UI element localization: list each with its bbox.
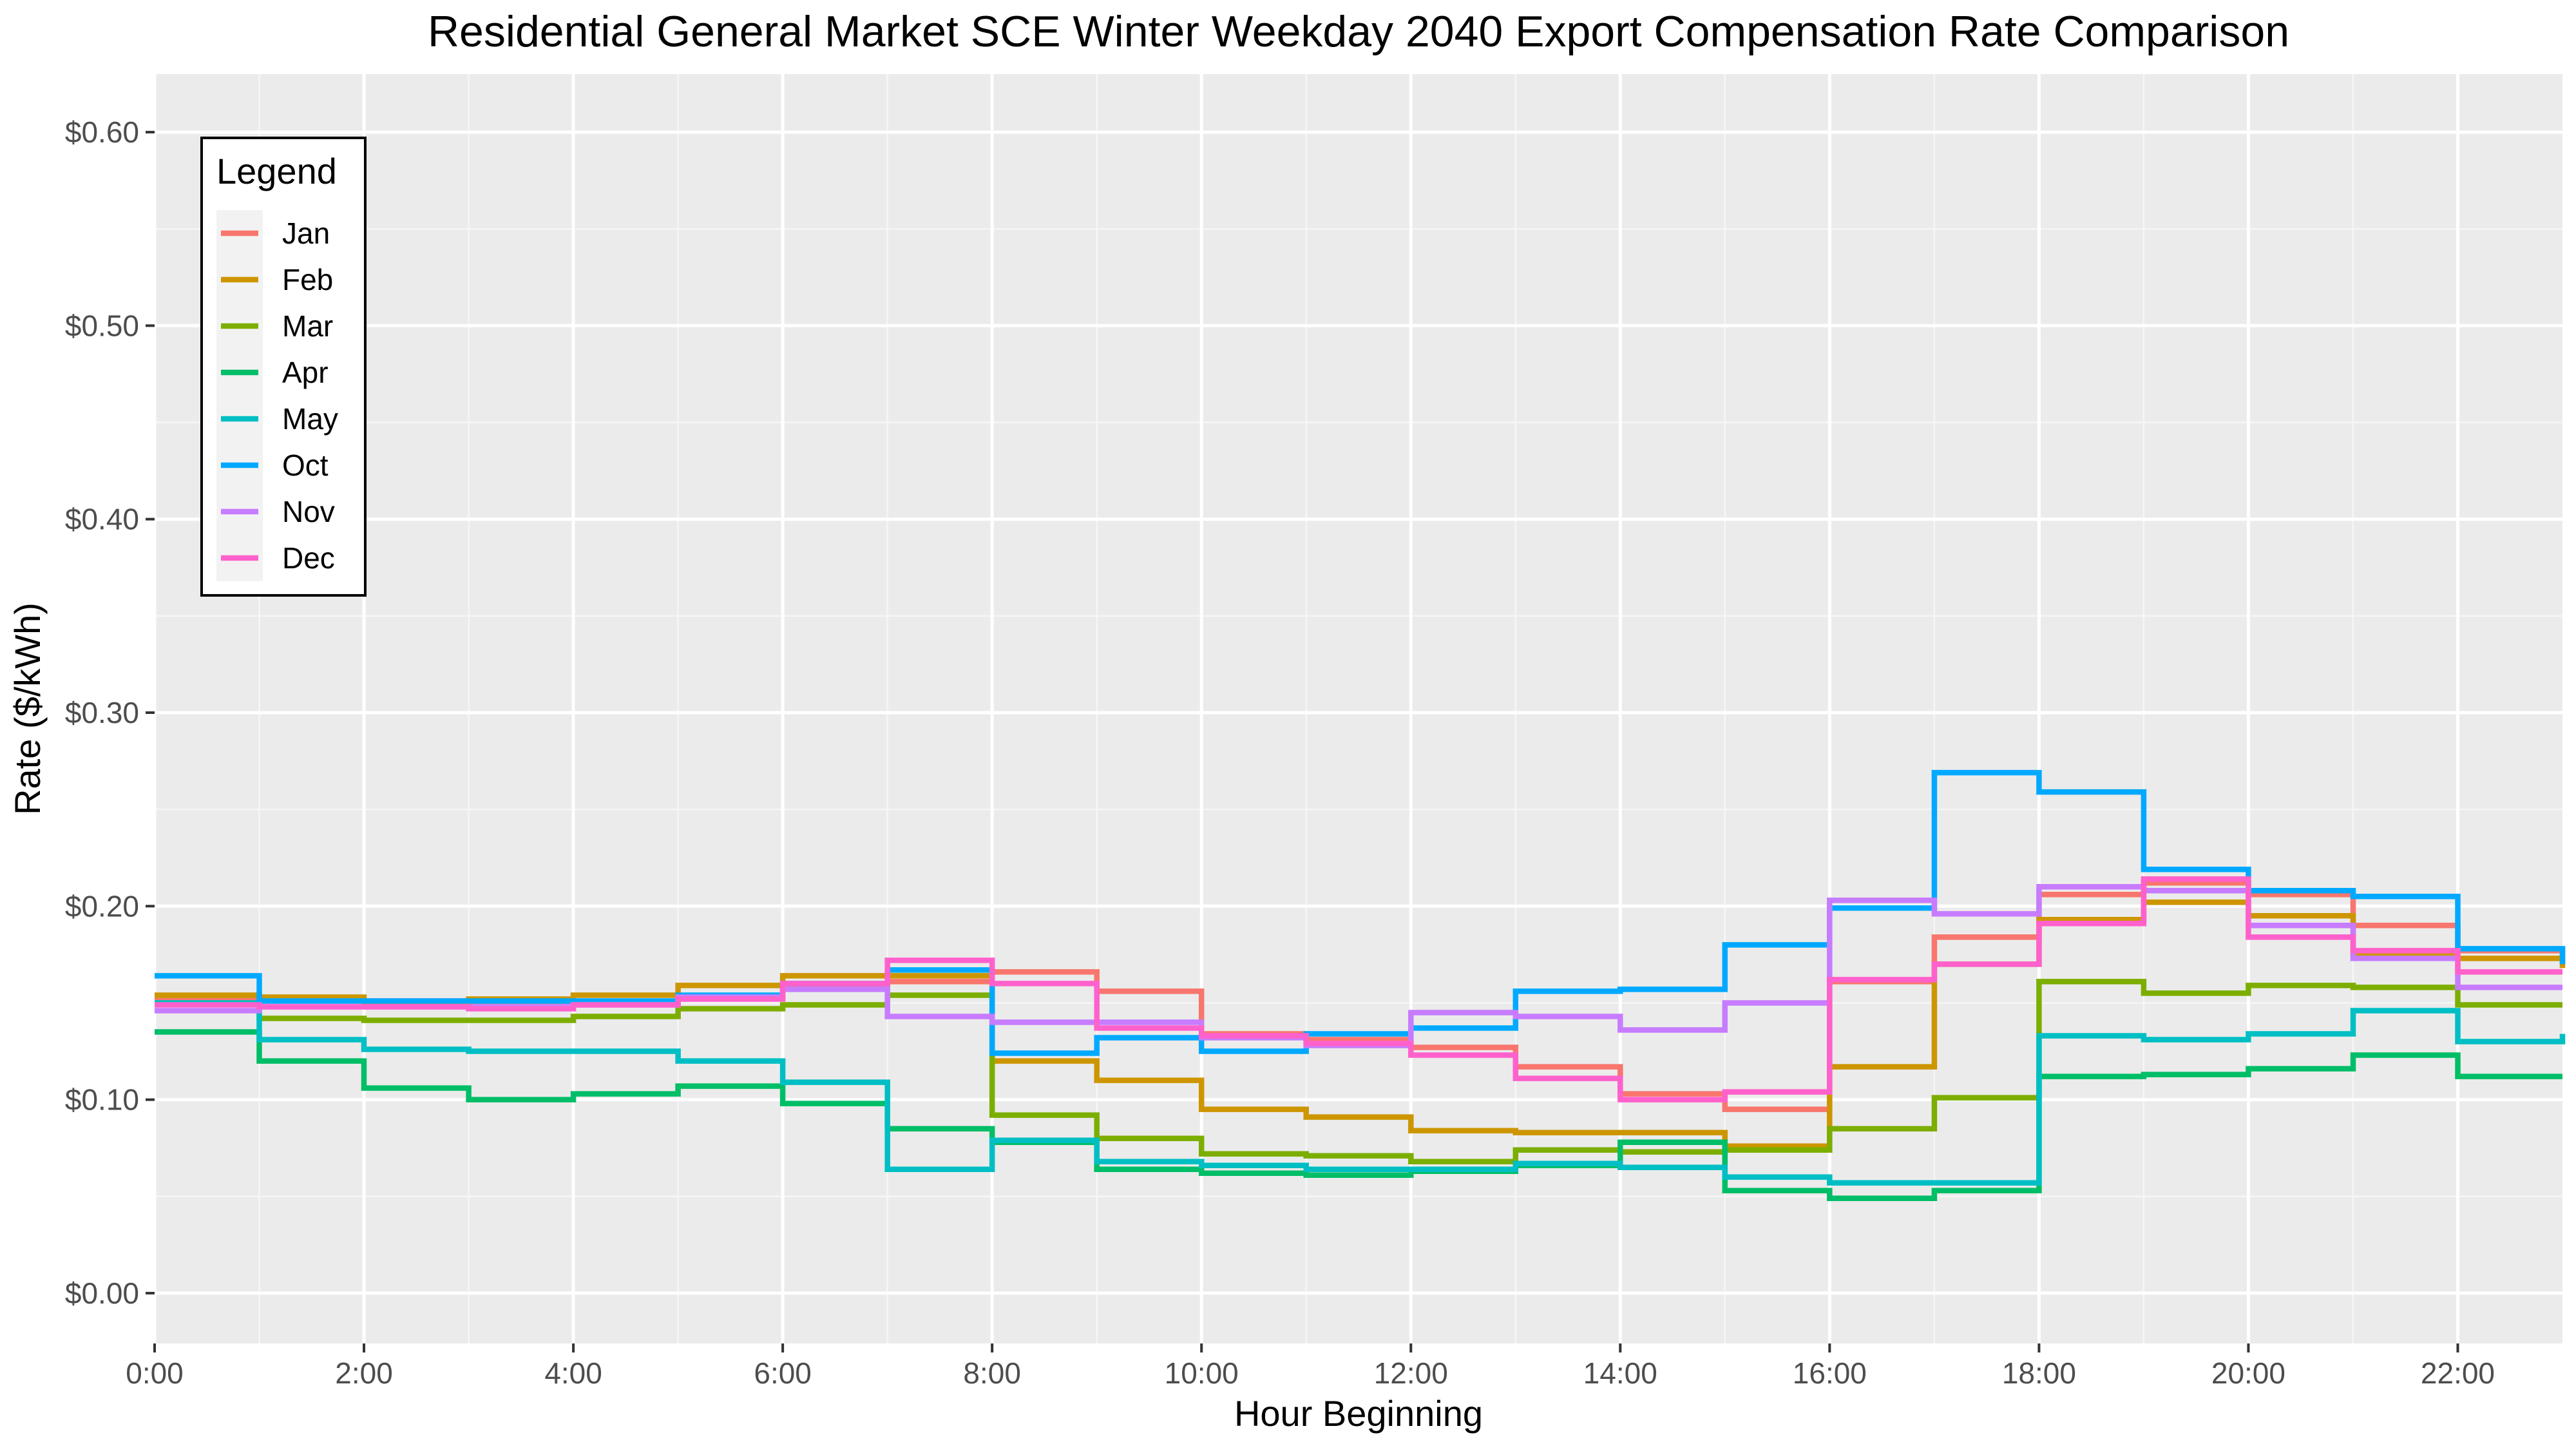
chart-title: Residential General Market SCE Winter We… [428, 7, 2289, 56]
x-tick-label: 10:00 [1165, 1356, 1239, 1390]
x-tick-label: 22:00 [2421, 1356, 2495, 1390]
y-tick-label: $0.40 [65, 503, 139, 536]
legend-item-apr: Apr [216, 349, 329, 396]
series-line-apr [155, 1029, 2562, 1202]
legend-item-nov: Nov [216, 488, 335, 535]
legend-item-jan: Jan [216, 210, 330, 256]
series-layer [155, 769, 2566, 1202]
x-tick-label: 16:00 [1793, 1356, 1867, 1390]
x-tick-label: 4:00 [544, 1356, 602, 1390]
legend-item-mar: Mar [216, 303, 333, 349]
x-axis-title: Hour Beginning [1234, 1393, 1483, 1434]
legend-title: Legend [216, 151, 337, 191]
x-tick-label: 20:00 [2211, 1356, 2285, 1390]
legend-item-oct: Oct [216, 442, 329, 488]
x-tick-label: 2:00 [335, 1356, 393, 1390]
axes: 0:00 2:00 4:00 6:00 8:00 10:00 12:00 14:00 16:00… [65, 115, 2495, 1390]
series-line-dec [155, 876, 2562, 1102]
legend-label: Dec [282, 541, 335, 575]
legend-label: Nov [282, 495, 335, 528]
legend-label: Mar [282, 309, 333, 343]
legend-label: Jan [282, 217, 330, 250]
plot-panel [155, 74, 2562, 1343]
legend-label: May [282, 402, 338, 436]
series-line-may [155, 1000, 2566, 1186]
y-tick-label: $0.50 [65, 309, 139, 342]
x-tick-label: 8:00 [963, 1356, 1021, 1390]
y-tick-label: $0.60 [65, 115, 139, 149]
series-line-mar [155, 979, 2562, 1164]
legend-label: Apr [282, 356, 329, 389]
y-tick-label: $0.10 [65, 1083, 139, 1117]
legend-item-may: May [216, 396, 338, 442]
series-line-feb [155, 900, 2566, 1149]
legend-item-dec: Dec [216, 535, 335, 581]
legend-item-feb: Feb [216, 256, 333, 303]
legend-label: Feb [282, 263, 333, 296]
x-tick-label: 12:00 [1374, 1356, 1448, 1390]
y-tick-label: $0.30 [65, 696, 139, 729]
x-tick-label: 0:00 [126, 1356, 184, 1390]
legend-items: Jan Feb Mar Apr May Oct Nov Dec [216, 210, 338, 581]
legend: Legend Jan Feb Mar Apr May Oct Nov Dec [200, 137, 367, 597]
x-tick-label: 14:00 [1583, 1356, 1657, 1390]
x-tick-label: 18:00 [2002, 1356, 2076, 1390]
legend-label: Oct [282, 448, 329, 482]
y-axis-title: Rate ($/kWh) [7, 602, 48, 815]
y-tick-label: $0.00 [65, 1276, 139, 1310]
y-tick-label: $0.20 [65, 889, 139, 923]
x-tick-label: 6:00 [754, 1356, 812, 1390]
